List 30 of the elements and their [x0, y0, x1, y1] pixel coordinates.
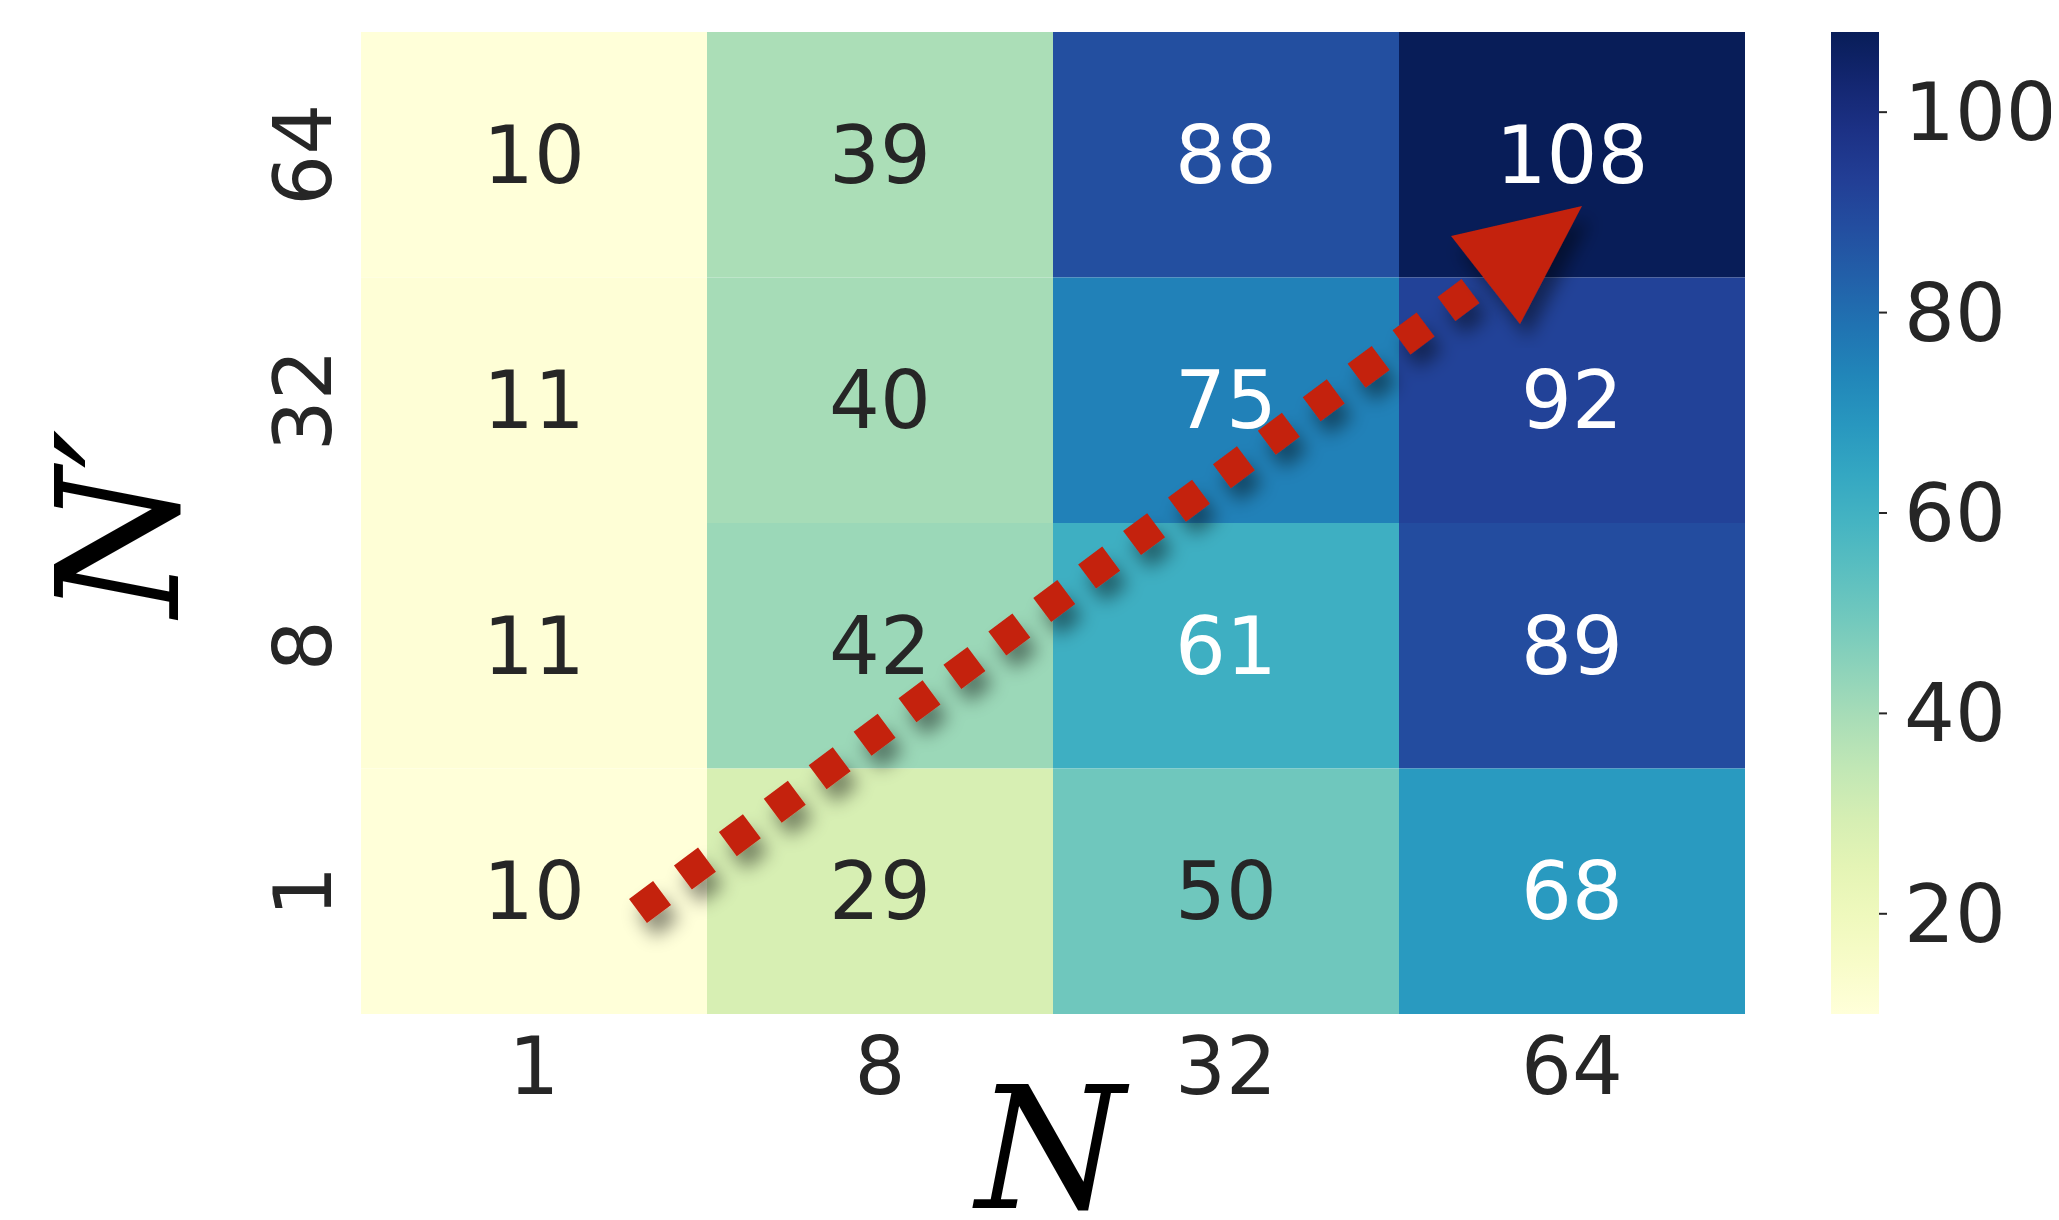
y-tick-label: 32 — [257, 349, 350, 452]
data-label: 10 — [483, 108, 585, 202]
y-tick-label: 8 — [257, 620, 350, 672]
data-label: 29 — [829, 845, 931, 939]
data-label: 75 — [1175, 354, 1277, 448]
data-label: 68 — [1521, 845, 1623, 939]
data-label: 40 — [829, 354, 931, 448]
color-bar-label: 80 — [1904, 266, 2006, 360]
x-tick-label: 8 — [854, 1020, 906, 1113]
color-bar-label: 60 — [1904, 466, 2006, 560]
color-bar-label: 40 — [1904, 667, 2006, 761]
y-axis-title: N′ — [20, 429, 218, 621]
data-label: 89 — [1521, 599, 1623, 693]
data-label: 11 — [483, 354, 585, 448]
data-label: 11 — [483, 599, 585, 693]
data-label: 88 — [1175, 108, 1277, 202]
data-label: 39 — [829, 108, 931, 202]
y-tick-label: 64 — [257, 103, 350, 206]
x-tick-label: 1 — [508, 1020, 560, 1113]
color-bar-label: 20 — [1904, 867, 2006, 961]
data-label: 61 — [1175, 599, 1277, 693]
data-label: 92 — [1521, 354, 1623, 448]
data-label: 42 — [829, 599, 931, 693]
x-axis-title: N — [971, 1050, 1130, 1220]
y-tick-label: 1 — [257, 865, 350, 917]
data-label: 10 — [483, 845, 585, 939]
x-tick-label: 64 — [1521, 1020, 1623, 1113]
data-label: 108 — [1495, 108, 1649, 202]
x-tick-label: 32 — [1175, 1020, 1277, 1113]
data-label: 50 — [1175, 845, 1277, 939]
